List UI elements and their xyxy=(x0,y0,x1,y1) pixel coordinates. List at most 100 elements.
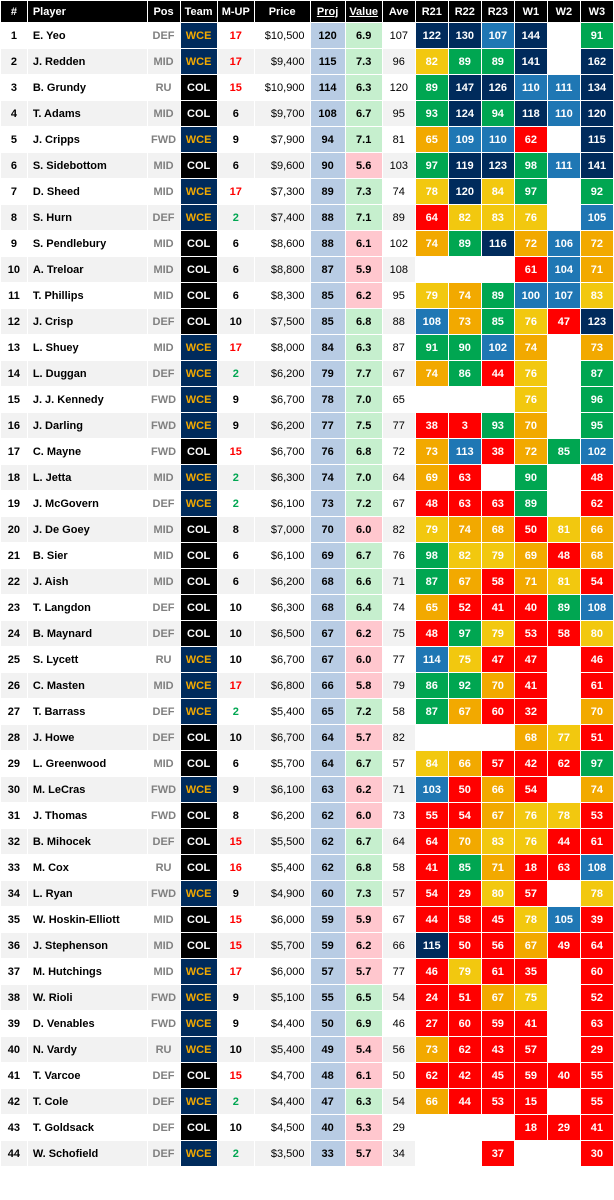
col-team[interactable]: Team xyxy=(180,1,217,23)
team: WCE xyxy=(180,205,217,231)
table-row: 13L. ShueyMIDWCE17$8,000846.387919010274… xyxy=(1,335,614,361)
col-w1[interactable]: W1 xyxy=(514,1,547,23)
col-value[interactable]: Value xyxy=(345,1,382,23)
mup: 10 xyxy=(217,595,254,621)
rank: 6 xyxy=(1,153,28,179)
score-4 xyxy=(547,673,580,699)
ave: 57 xyxy=(382,751,415,777)
player-name: J. McGovern xyxy=(27,491,147,517)
position: FWD xyxy=(147,1011,180,1037)
score-2: 45 xyxy=(481,907,514,933)
col-pos[interactable]: Pos xyxy=(147,1,180,23)
price: $5,500 xyxy=(254,829,310,855)
score-3: 70 xyxy=(514,413,547,439)
score-3: 74 xyxy=(514,335,547,361)
proj: 50 xyxy=(310,1011,345,1037)
proj: 78 xyxy=(310,387,345,413)
col-w2[interactable]: W2 xyxy=(547,1,580,23)
table-row: 15J. J. KennedyFWDWCE9$6,700787.0657696 xyxy=(1,387,614,413)
price: $6,200 xyxy=(254,803,310,829)
table-row: 21B. SierMIDCOL6$6,100696.77698827969486… xyxy=(1,543,614,569)
player-name: J. Darling xyxy=(27,413,147,439)
col-r21[interactable]: R21 xyxy=(415,1,448,23)
ave: 77 xyxy=(382,413,415,439)
col-[interactable]: # xyxy=(1,1,28,23)
col-player[interactable]: Player xyxy=(27,1,147,23)
team: WCE xyxy=(180,179,217,205)
score-2: 93 xyxy=(481,413,514,439)
col-mup[interactable]: M-UP xyxy=(217,1,254,23)
score-3: 42 xyxy=(514,751,547,777)
value: 5.7 xyxy=(345,725,382,751)
team: WCE xyxy=(180,127,217,153)
ave: 102 xyxy=(382,231,415,257)
rank: 42 xyxy=(1,1089,28,1115)
player-name: B. Sier xyxy=(27,543,147,569)
score-5: 108 xyxy=(580,855,613,881)
proj: 84 xyxy=(310,335,345,361)
value: 6.2 xyxy=(345,777,382,803)
mup: 2 xyxy=(217,1089,254,1115)
score-5: 39 xyxy=(580,907,613,933)
score-5: 97 xyxy=(580,751,613,777)
score-5: 91 xyxy=(580,23,613,49)
table-row: 8S. HurnDEFWCE2$7,400887.18964828376105 xyxy=(1,205,614,231)
value: 6.0 xyxy=(345,517,382,543)
score-4: 77 xyxy=(547,725,580,751)
score-3: 144 xyxy=(514,23,547,49)
ave: 79 xyxy=(382,673,415,699)
mup: 6 xyxy=(217,153,254,179)
position: MID xyxy=(147,231,180,257)
position: MID xyxy=(147,751,180,777)
mup: 15 xyxy=(217,1063,254,1089)
mup: 15 xyxy=(217,439,254,465)
position: RU xyxy=(147,855,180,881)
proj: 57 xyxy=(310,959,345,985)
col-r22[interactable]: R22 xyxy=(448,1,481,23)
score-3: 118 xyxy=(514,101,547,127)
mup: 17 xyxy=(217,959,254,985)
ave: 71 xyxy=(382,777,415,803)
table-row: 29L. GreenwoodMIDCOL6$5,700646.757846657… xyxy=(1,751,614,777)
player-name: J. J. Kennedy xyxy=(27,387,147,413)
score-3: 32 xyxy=(514,699,547,725)
score-4 xyxy=(547,387,580,413)
proj: 59 xyxy=(310,907,345,933)
rank: 44 xyxy=(1,1141,28,1167)
team: COL xyxy=(180,153,217,179)
ave: 58 xyxy=(382,699,415,725)
col-r23[interactable]: R23 xyxy=(481,1,514,23)
score-1: 54 xyxy=(448,803,481,829)
value: 6.3 xyxy=(345,335,382,361)
team: COL xyxy=(180,283,217,309)
col-ave[interactable]: Ave xyxy=(382,1,415,23)
team: WCE xyxy=(180,1089,217,1115)
rank: 29 xyxy=(1,751,28,777)
score-1: 51 xyxy=(448,985,481,1011)
score-5: 68 xyxy=(580,543,613,569)
score-1: 85 xyxy=(448,855,481,881)
player-name: T. Barrass xyxy=(27,699,147,725)
col-w3[interactable]: W3 xyxy=(580,1,613,23)
value: 6.8 xyxy=(345,855,382,881)
price: $4,400 xyxy=(254,1089,310,1115)
score-1: 147 xyxy=(448,75,481,101)
col-price[interactable]: Price xyxy=(254,1,310,23)
price: $7,000 xyxy=(254,517,310,543)
score-1: 124 xyxy=(448,101,481,127)
score-1: 3 xyxy=(448,413,481,439)
value: 5.3 xyxy=(345,1115,382,1141)
col-proj[interactable]: Proj xyxy=(310,1,345,23)
table-row: 22J. AishMIDCOL6$6,200686.67187675871815… xyxy=(1,569,614,595)
price: $5,400 xyxy=(254,855,310,881)
score-1: 113 xyxy=(448,439,481,465)
value: 7.3 xyxy=(345,881,382,907)
proj: 79 xyxy=(310,361,345,387)
table-row: 16J. DarlingFWDWCE9$6,200777.57738393709… xyxy=(1,413,614,439)
score-1: 74 xyxy=(448,283,481,309)
team: COL xyxy=(180,1063,217,1089)
score-5: 29 xyxy=(580,1037,613,1063)
ave: 34 xyxy=(382,1141,415,1167)
score-3: 76 xyxy=(514,205,547,231)
position: DEF xyxy=(147,205,180,231)
